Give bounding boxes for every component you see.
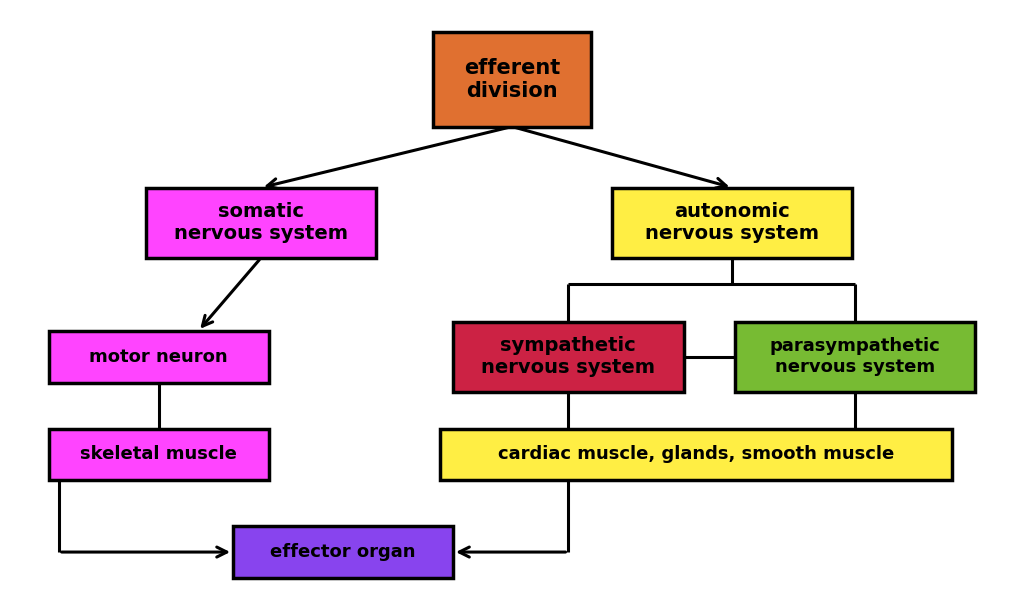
FancyBboxPatch shape <box>233 526 453 578</box>
Text: parasympathetic
nervous system: parasympathetic nervous system <box>770 337 940 376</box>
FancyBboxPatch shape <box>611 188 852 257</box>
FancyBboxPatch shape <box>49 428 268 481</box>
Text: somatic
nervous system: somatic nervous system <box>174 202 348 243</box>
FancyBboxPatch shape <box>146 188 377 257</box>
Text: cardiac muscle, glands, smooth muscle: cardiac muscle, glands, smooth muscle <box>499 445 894 464</box>
Text: motor neuron: motor neuron <box>89 348 228 366</box>
FancyBboxPatch shape <box>454 322 684 392</box>
FancyBboxPatch shape <box>440 428 952 481</box>
Text: effector organ: effector organ <box>270 543 416 561</box>
FancyBboxPatch shape <box>432 32 592 127</box>
FancyBboxPatch shape <box>49 331 268 383</box>
Text: sympathetic
nervous system: sympathetic nervous system <box>481 336 655 378</box>
Text: autonomic
nervous system: autonomic nervous system <box>645 202 819 243</box>
Text: efferent
division: efferent division <box>464 58 560 101</box>
Text: skeletal muscle: skeletal muscle <box>80 445 238 464</box>
FancyBboxPatch shape <box>735 322 975 392</box>
